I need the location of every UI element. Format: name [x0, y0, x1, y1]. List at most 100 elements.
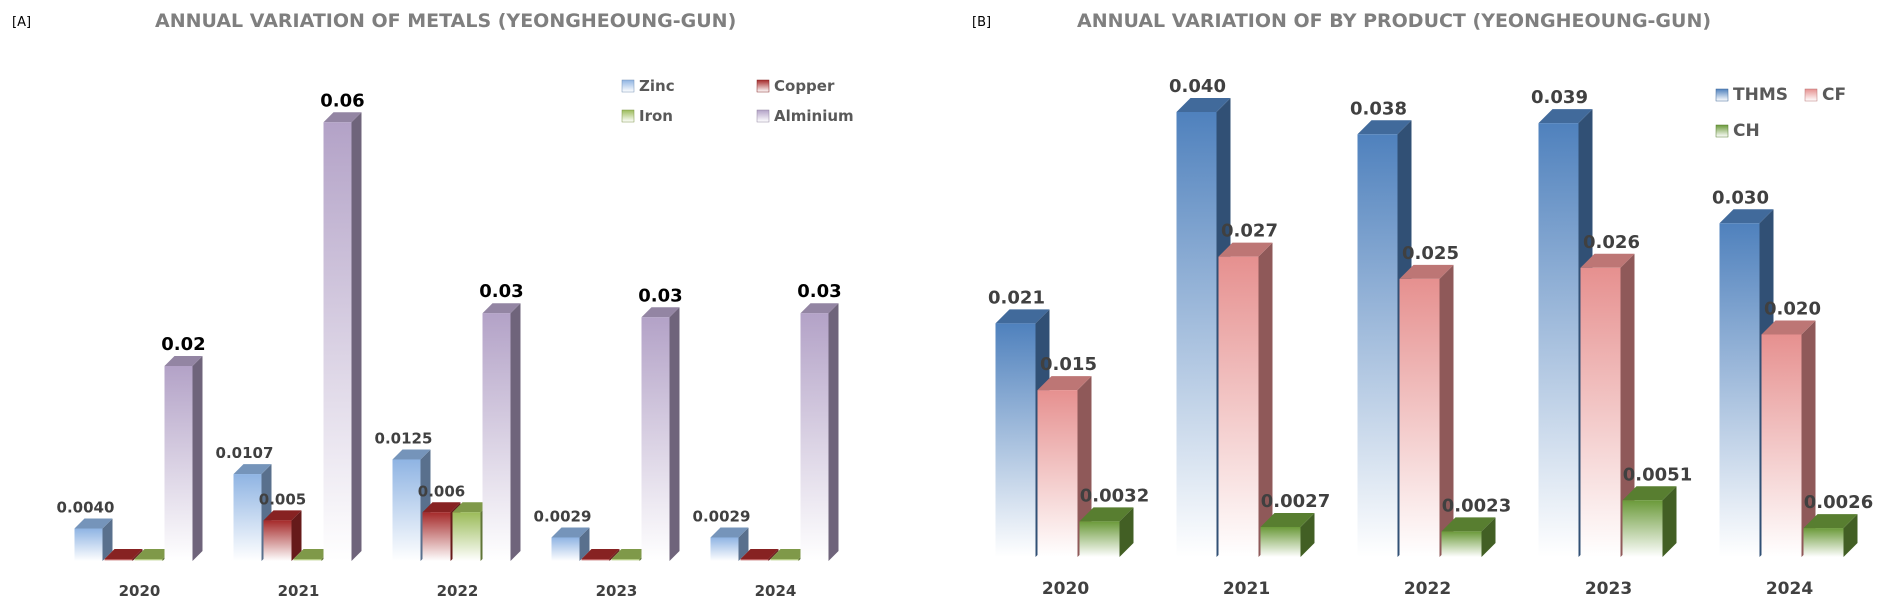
bar-front-alminium-2021 [323, 122, 352, 561]
bar-ch-2023 [1622, 486, 1677, 557]
bar-side-ch-2024 [1843, 514, 1858, 557]
data-label-zinc-2021: 0.0107 [216, 444, 274, 462]
data-label-thms-2023: 0.039 [1531, 87, 1588, 108]
data-label-cf-2020: 0.015 [1040, 354, 1097, 375]
x-tick-2021: 2021 [278, 582, 320, 600]
x-tick-2023: 2023 [1585, 579, 1632, 599]
bar-side-ch-2021 [1300, 512, 1315, 557]
bar-side-alminium-2020 [192, 356, 203, 561]
bar-side-ch-2020 [1119, 507, 1134, 557]
bar-top-thms-2022 [1357, 120, 1412, 135]
panel-b-title: ANNUAL VARIATION OF BY PRODUCT (YEONGHEO… [1077, 10, 1711, 32]
data-label-cf-2023: 0.026 [1583, 232, 1640, 253]
bar-front-zinc-2022 [392, 459, 421, 561]
x-tick-2020: 2020 [1042, 579, 1089, 599]
bar-side-zinc-2020 [102, 518, 113, 561]
bar-side-copper-2020 [132, 549, 143, 561]
bar-top-iron-2021 [293, 549, 332, 559]
bar-front-cf-2021 [1218, 256, 1259, 557]
bar-front-zinc-2024 [710, 537, 739, 561]
bar-front-cf-2024 [1761, 334, 1802, 557]
bar-top-cf-2022 [1399, 264, 1454, 279]
data-label-alminium-2020: 0.02 [161, 334, 205, 355]
data-label-zinc-2024: 0.0029 [693, 507, 751, 525]
bar-side-cf-2024 [1801, 320, 1816, 557]
bar-zinc-2024 [710, 527, 749, 561]
bar-thms-2023 [1538, 109, 1593, 557]
bar-front-thms-2020 [995, 323, 1036, 557]
legend-label-cf: CF [1822, 85, 1846, 105]
bar-front-copper-2021 [263, 520, 292, 561]
bar-ch-2022 [1441, 517, 1496, 557]
bar-front-ch-2022 [1441, 531, 1482, 557]
bar-side-alminium-2022 [510, 303, 521, 561]
bar-cf-2020 [1037, 376, 1092, 557]
bar-top-copper-2022 [422, 502, 461, 513]
bar-ch-2024 [1803, 514, 1858, 557]
legend-item-cf: CF [1804, 85, 1846, 105]
bar-top-zinc-2021 [233, 464, 272, 475]
data-label-cf-2024: 0.020 [1764, 299, 1821, 320]
panel-a-label: [A] [12, 15, 31, 30]
data-label-copper-2022: 0.006 [418, 482, 465, 500]
bar-copper-2024 [740, 549, 779, 561]
bar-front-zinc-2023 [551, 537, 580, 561]
bar-top-thms-2021 [1176, 98, 1231, 112]
bar-front-cf-2022 [1399, 278, 1440, 557]
legend-item-ch: CH [1715, 121, 1760, 141]
panel-a-title: ANNUAL VARIATION OF METALS (YEONGHEOUNG-… [155, 10, 736, 32]
legend-item-thms: THMS [1715, 85, 1788, 105]
bar-top-ch-2023 [1622, 486, 1677, 501]
data-label-zinc-2022: 0.0125 [375, 429, 433, 447]
bar-front-alminium-2024 [800, 313, 829, 561]
bar-alminium-2024 [800, 303, 839, 561]
bar-top-alminium-2021 [323, 112, 362, 123]
x-tick-2020: 2020 [119, 582, 161, 600]
data-label-thms-2022: 0.038 [1350, 98, 1407, 119]
bar-top-thms-2023 [1538, 109, 1593, 124]
data-label-zinc-2020: 0.0040 [57, 499, 115, 517]
legend-label-zinc: Zinc [639, 77, 675, 95]
bar-top-cf-2020 [1037, 376, 1092, 391]
bar-ch-2020 [1079, 507, 1134, 557]
data-label-ch-2022: 0.0023 [1442, 495, 1511, 516]
data-label-alminium-2021: 0.06 [320, 90, 364, 111]
data-label-ch-2024: 0.0026 [1804, 492, 1873, 513]
legend-item-iron: Iron [621, 107, 673, 125]
bar-front-cf-2020 [1037, 390, 1078, 557]
legend-swatch-copper [756, 79, 770, 93]
bar-front-zinc-2021 [233, 474, 262, 561]
bar-alminium-2022 [482, 303, 521, 561]
bar-top-copper-2021 [263, 510, 302, 521]
legend-swatch-zinc [621, 79, 635, 93]
bar-side-copper-2024 [768, 549, 779, 561]
bar-cf-2021 [1218, 242, 1273, 557]
legend-swatch-thms [1715, 88, 1729, 102]
bar-front-iron-2020 [134, 559, 163, 561]
bar-side-cf-2022 [1439, 264, 1454, 557]
data-label-alminium-2024: 0.03 [797, 281, 841, 302]
bar-side-cf-2020 [1077, 376, 1092, 557]
bar-zinc-2020 [74, 518, 113, 561]
bar-side-cf-2021 [1258, 242, 1273, 557]
bar-front-copper-2023 [581, 559, 610, 561]
bar-top-thms-2020 [995, 309, 1050, 324]
bar-cf-2023 [1580, 253, 1635, 557]
legend-label-alminium: Alminium [774, 107, 854, 125]
bar-top-alminium-2020 [164, 356, 203, 366]
bar-front-ch-2024 [1803, 528, 1844, 557]
legend-label-iron: Iron [639, 107, 673, 125]
bar-side-alminium-2021 [351, 112, 362, 561]
bar-front-copper-2022 [422, 512, 451, 561]
bar-front-alminium-2022 [482, 313, 511, 561]
x-tick-2021: 2021 [1223, 579, 1270, 599]
bar-top-thms-2024 [1719, 209, 1774, 224]
data-label-thms-2021: 0.040 [1169, 76, 1226, 97]
bar-alminium-2023 [641, 307, 680, 561]
bar-front-iron-2023 [611, 559, 640, 561]
bar-ch-2021 [1260, 512, 1315, 557]
bar-copper-2020 [104, 549, 143, 561]
bar-side-copper-2021 [291, 510, 302, 561]
bar-cf-2022 [1399, 264, 1454, 557]
